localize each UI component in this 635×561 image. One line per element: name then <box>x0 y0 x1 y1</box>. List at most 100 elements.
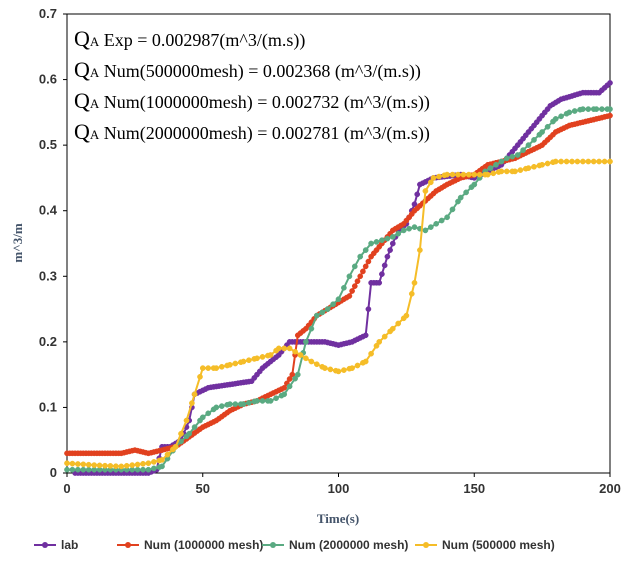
annotation-text: QA Num(500000mesh) = 0.002368 (m^3/(m.s)… <box>74 57 421 82</box>
y-axis-title: m^3/m <box>10 223 25 262</box>
series-point <box>408 290 415 297</box>
series-point <box>365 258 372 265</box>
series-point <box>246 357 252 364</box>
series-point <box>460 171 467 178</box>
series-point <box>172 443 179 450</box>
series-point <box>341 284 347 291</box>
series-point <box>178 430 184 437</box>
series-point <box>465 171 472 178</box>
series-point <box>552 116 559 122</box>
series-point <box>145 460 152 467</box>
series-point <box>455 198 461 205</box>
series-point <box>313 361 320 368</box>
series-point <box>607 106 613 112</box>
series-point <box>414 191 421 198</box>
series-point <box>281 345 288 352</box>
series-point <box>357 253 364 260</box>
series-point <box>368 240 374 247</box>
series-point <box>362 263 369 270</box>
series-point <box>360 268 366 275</box>
series-point <box>351 283 358 289</box>
series-point <box>286 376 293 382</box>
series-point <box>457 194 464 201</box>
series-point <box>191 391 198 398</box>
series-point <box>218 403 225 409</box>
series-point <box>259 354 266 360</box>
series-point <box>384 235 391 242</box>
series-point <box>151 465 157 472</box>
series-point <box>64 466 70 473</box>
series-point <box>254 355 260 362</box>
series-point <box>294 371 301 378</box>
series-point <box>213 365 220 371</box>
series-point <box>69 466 76 473</box>
series-point <box>292 348 298 355</box>
series-point <box>357 273 364 280</box>
series-point <box>455 171 461 178</box>
series-point <box>303 355 309 362</box>
series-point <box>118 463 125 470</box>
series-point <box>319 309 326 316</box>
series-point <box>159 463 165 470</box>
series-point <box>80 466 87 473</box>
series-point <box>509 153 516 160</box>
legend: lab Num (1000000 mesh) Num (2000000 mesh) N… <box>34 538 555 552</box>
series-point <box>558 113 564 120</box>
series-point <box>267 398 274 404</box>
legend-item: Num (2000000 mesh) <box>262 538 408 552</box>
series-point <box>411 224 418 230</box>
series-point <box>75 466 81 473</box>
series-point <box>303 339 309 345</box>
series-point <box>395 320 402 327</box>
y-tick-label: 0.5 <box>39 137 57 152</box>
series-point <box>159 457 165 463</box>
series-point <box>80 461 87 468</box>
series-point <box>346 273 353 280</box>
legend-label: Num (500000 mesh) <box>442 538 555 552</box>
legend-item: Num (500000 mesh) <box>415 538 555 552</box>
series-point <box>444 171 450 178</box>
series-point <box>531 137 537 143</box>
legend-label: lab <box>61 538 78 552</box>
series-point <box>389 240 396 247</box>
series-point <box>544 123 551 130</box>
series-point <box>205 365 212 371</box>
series-point <box>427 179 434 186</box>
series-point <box>69 460 76 467</box>
series-point <box>113 463 119 470</box>
series-point <box>498 168 505 175</box>
series-point <box>191 424 198 430</box>
y-tick-label: 0.7 <box>39 6 57 21</box>
series-point <box>281 391 288 398</box>
series-point <box>140 466 146 473</box>
series-point <box>403 312 410 319</box>
series-point <box>487 165 494 171</box>
y-tick-label: 0.4 <box>39 203 58 218</box>
series-point <box>593 106 600 112</box>
series-point <box>240 401 247 407</box>
series-3 <box>64 158 613 470</box>
legend-swatch-marker <box>42 542 48 548</box>
series-point <box>286 383 293 390</box>
series-point <box>571 108 578 114</box>
plot-area <box>66 13 611 474</box>
legend-swatch-marker <box>125 542 131 548</box>
series-point <box>292 375 298 382</box>
series-point <box>281 384 288 391</box>
y-tick-label: 0.1 <box>39 399 57 414</box>
series-point <box>512 168 518 175</box>
series-point <box>558 158 564 165</box>
series-point <box>227 401 233 407</box>
series-point <box>503 168 510 175</box>
annotation-layer: QA Exp = 0.002987(m^3/(m.s)) QA Num(50000… <box>74 26 430 144</box>
series-point <box>503 155 510 162</box>
series-point <box>373 239 380 245</box>
series-point <box>596 158 602 165</box>
series-point <box>411 201 418 208</box>
series-point <box>427 224 434 230</box>
series-point <box>525 165 532 171</box>
series-point <box>107 463 114 469</box>
series-point <box>525 142 532 148</box>
series-point <box>254 398 260 404</box>
